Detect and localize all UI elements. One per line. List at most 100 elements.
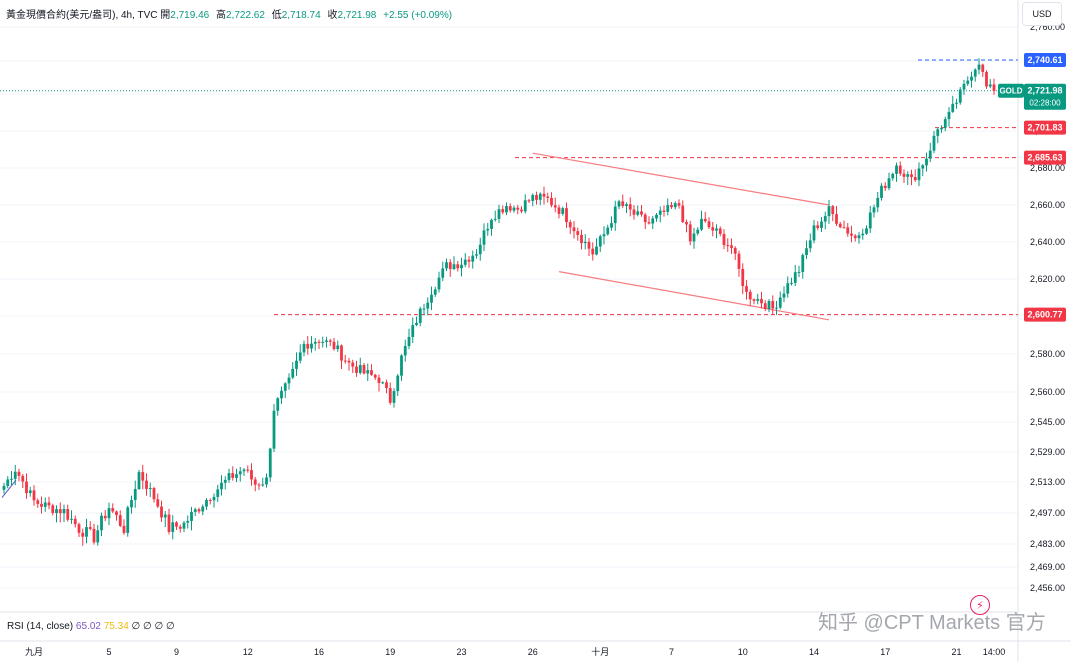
symbol-name[interactable]: 黃金現價合約(美元/盎司), 4h, TVC — [6, 10, 158, 21]
candle-body — [163, 514, 167, 518]
candle-body — [955, 102, 958, 104]
candle-body — [343, 360, 347, 362]
candle-body — [96, 530, 100, 543]
candle-body — [223, 479, 227, 483]
candle-body — [317, 341, 321, 343]
candle-body — [876, 197, 880, 208]
candle-body — [433, 289, 437, 295]
candle-body — [636, 211, 640, 215]
candle-body — [670, 205, 673, 208]
candle-body — [193, 509, 197, 512]
y-tick-label: 2,483.00 — [1030, 539, 1065, 549]
candle-body — [175, 522, 178, 527]
candle-body — [707, 221, 711, 228]
candle-body — [902, 173, 906, 177]
candle-body — [73, 518, 77, 525]
candle-body — [831, 206, 835, 215]
candle-body — [475, 254, 478, 256]
symbol-tag-label: GOLD — [999, 87, 1022, 96]
close-value: 2,721.98 — [337, 10, 377, 21]
candle-body — [460, 264, 463, 269]
candle-body — [553, 205, 557, 208]
candle-body — [55, 509, 58, 514]
candle-body — [287, 377, 291, 384]
candle-body — [430, 294, 433, 303]
candle-body — [718, 228, 722, 234]
candle-body — [415, 322, 418, 326]
candle-body — [6, 479, 10, 486]
candle-body — [568, 222, 572, 228]
channel-line — [532, 152, 830, 206]
candle-body — [688, 224, 692, 242]
candle-body — [962, 83, 966, 90]
candle-body — [212, 496, 216, 501]
candle-body — [111, 508, 115, 512]
candle-body — [565, 208, 568, 223]
candle-body — [160, 506, 163, 518]
candle-body — [872, 207, 876, 213]
candle-body — [445, 262, 448, 269]
candle-body — [812, 225, 816, 241]
candle-body — [133, 488, 137, 501]
candle-body — [782, 293, 786, 298]
candle-body — [861, 233, 865, 236]
candle-body — [238, 471, 242, 475]
candle-body — [370, 370, 373, 375]
candle-body — [887, 178, 891, 189]
candle-body — [411, 325, 415, 337]
candle-body — [981, 64, 985, 72]
x-tick-label: 19 — [385, 647, 395, 657]
candle-body — [81, 532, 85, 537]
candle-body — [205, 500, 208, 507]
candle-body — [778, 297, 782, 308]
y-tick-label: 2,560.00 — [1030, 387, 1065, 397]
candle-body — [936, 129, 940, 136]
candle-body — [88, 527, 92, 529]
x-tick-label: 5 — [106, 647, 111, 657]
y-tick-label: 2,680.00 — [1030, 163, 1065, 173]
candle-body — [13, 471, 17, 479]
candle-body — [422, 308, 426, 310]
low-label: 低 — [271, 10, 282, 21]
candle-body — [733, 247, 737, 254]
candles — [2, 58, 996, 546]
trend-stub — [1, 479, 17, 498]
candle-body — [760, 299, 763, 304]
rsi-ma-value: 75.34 — [103, 621, 129, 632]
y-tick-label: 2,760.00 — [1030, 22, 1065, 32]
candle-body — [167, 514, 171, 532]
candle-body — [137, 472, 141, 489]
candle-body — [358, 365, 362, 373]
candle-body — [992, 84, 996, 91]
candle-body — [550, 197, 553, 206]
price-tag-label: 2,701.83 — [1027, 123, 1062, 133]
rsi-legend: RSI (14, close) 65.02 75.34 ∅ ∅ ∅ ∅ — [7, 621, 175, 632]
candle-body — [295, 360, 298, 369]
candle-body — [347, 360, 351, 363]
candle-body — [696, 229, 700, 234]
candle-body — [272, 410, 276, 449]
candle-body — [940, 127, 943, 130]
candle-body — [853, 235, 857, 239]
candle-body — [775, 307, 778, 309]
lightning-icon[interactable]: ⚡ — [970, 595, 990, 615]
x-tick-label: 26 — [528, 647, 538, 657]
x-tick-label: 9 — [174, 647, 179, 657]
candle-body — [340, 345, 343, 361]
candle-body — [43, 502, 47, 507]
y-tick-label: 2,497.00 — [1030, 508, 1065, 518]
candle-body — [220, 482, 223, 490]
candle-body — [816, 225, 820, 228]
candle-body — [152, 488, 156, 500]
candle-body — [396, 375, 400, 392]
candle-body — [516, 207, 520, 210]
currency-button[interactable]: USD — [1022, 2, 1062, 26]
candle-body — [62, 509, 66, 514]
candle-body — [748, 291, 752, 300]
candle-body — [880, 185, 883, 198]
candle-body — [437, 277, 441, 290]
rsi-label[interactable]: RSI (14, close) — [7, 621, 74, 632]
candle-body — [542, 193, 546, 197]
candle-body — [730, 245, 733, 248]
